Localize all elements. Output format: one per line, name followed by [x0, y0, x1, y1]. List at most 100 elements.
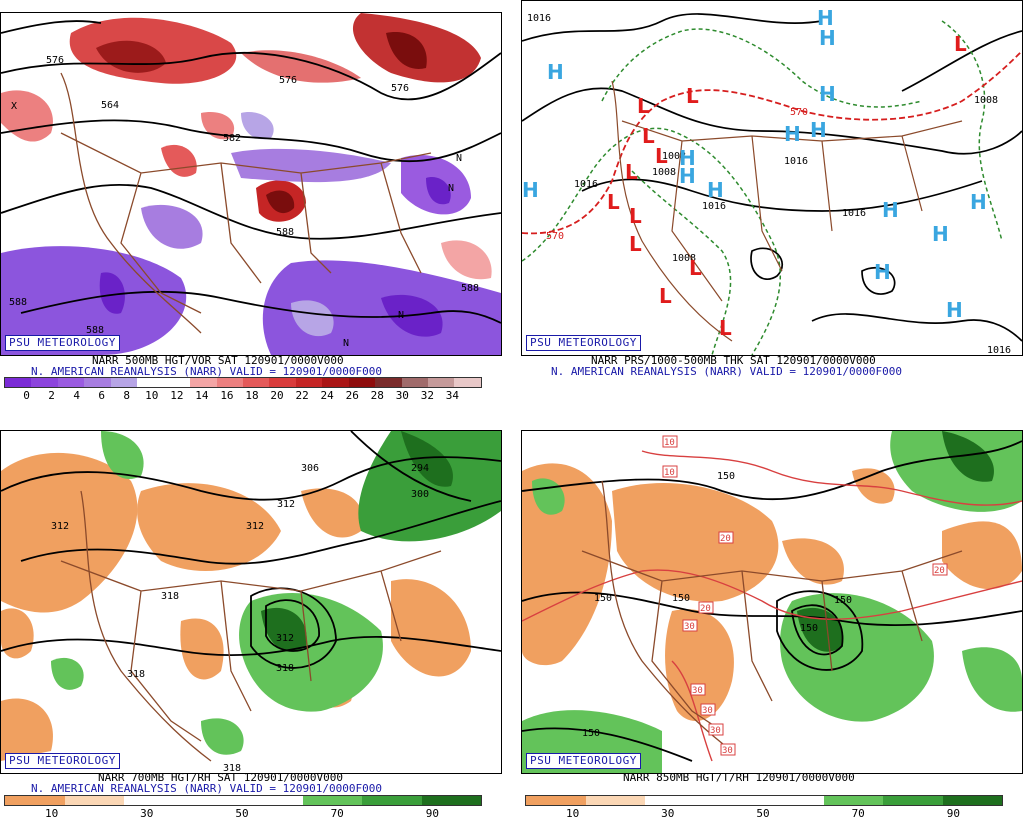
height-label: 150: [834, 595, 852, 606]
vorticity-center-letter: N: [343, 338, 349, 349]
thickness-label: 570: [546, 231, 564, 242]
colorbar-swatch: [883, 796, 943, 805]
colorbar-tick-label: 32: [420, 389, 434, 402]
high-pressure-marker: H: [547, 60, 564, 84]
contour-label: 576: [46, 55, 64, 66]
colorbar-tick-label: 50: [756, 807, 770, 820]
low-pressure-marker: L: [607, 190, 620, 214]
colorbar-tick-label: 10: [44, 807, 59, 820]
high-pressure-marker: H: [679, 146, 696, 170]
low-pressure-marker: L: [625, 160, 638, 184]
map-850mb-graphic: 150 150 150 150 150 150 1010202020303030…: [522, 431, 1022, 773]
colorbar-tick-label: 30: [395, 389, 409, 402]
panel-850mb-temp-rh: 150 150 150 150 150 150 10 10 20 20 20 30 30 30…: [521, 418, 1024, 820]
contour-label: 576: [279, 75, 297, 86]
panel-700mb-rh: 306 294 300 312 312 312 318 312 318 318 …: [0, 418, 502, 820]
colorbar-swatch: [348, 378, 376, 387]
colorbar-tick-label: 20: [270, 389, 284, 402]
colorbar-tick-label: 24: [320, 389, 334, 402]
colorbar-swatch: [645, 796, 705, 805]
low-pressure-marker: L: [689, 256, 702, 280]
map-700mb-graphic: 306 294 300 312 312 312 318 312 318 318 …: [1, 431, 501, 773]
contour-label: 588: [86, 325, 104, 336]
high-pressure-marker: H: [784, 122, 801, 146]
map-500mb: 576 564 576 582 588 588 588 588 576 N N …: [0, 12, 502, 356]
colorbar-tick-label: 30: [140, 807, 154, 820]
temp-label: 10: [664, 438, 675, 448]
height-label: 150: [717, 471, 735, 482]
height-label: 312: [51, 521, 69, 532]
map-sfc-pressure: 1016 1008 1016 1016 1016 1008 1016 1008 …: [521, 0, 1023, 356]
high-pressure-marker: H: [817, 6, 834, 30]
colorbar-tick-label: 22: [295, 389, 309, 402]
height-label: 312: [276, 633, 294, 644]
height-label: 150: [582, 728, 600, 739]
high-pressure-marker: H: [946, 298, 963, 322]
panel-title: NARR PRS/1000-500MB THK SAT 120901/0000V…: [591, 354, 876, 367]
colorbar-tick-label: 10: [145, 389, 159, 402]
height-label: 294: [411, 463, 429, 474]
low-pressure-marker: L: [629, 232, 642, 256]
colorbar-tick-label: 30: [661, 807, 675, 820]
contour-label: 582: [223, 133, 241, 144]
temp-label: 30: [710, 726, 721, 736]
colorbar-ticks: 10 30 50 70 90: [4, 807, 480, 820]
isobar-label: 1008: [672, 253, 696, 264]
colorbar-tick-label: 2: [48, 389, 55, 402]
colorbar-swatch: [322, 378, 349, 387]
low-pressure-marker: L: [629, 204, 642, 228]
height-label: 318: [223, 763, 241, 773]
panel-valid-time: N. AMERICAN REANALYSIS (NARR) VALID = 12…: [551, 365, 902, 378]
colorbar-swatch: [454, 378, 481, 387]
isobar-label: 1016: [784, 156, 808, 167]
colorbar-swatch: [84, 378, 111, 387]
colorbar-tick-label: 14: [195, 389, 209, 402]
contour-label: 588: [276, 227, 294, 238]
colorbar-swatch: [137, 378, 164, 387]
high-pressure-marker: H: [874, 260, 891, 284]
height-label: 150: [594, 593, 612, 604]
colorbar-swatch: [183, 796, 243, 805]
high-pressure-marker: H: [679, 164, 696, 188]
isobar-label: 1016: [574, 179, 598, 190]
vorticity-center-letter: N: [456, 153, 462, 164]
contour-label: 588: [461, 283, 479, 294]
colorbar-swatch: [428, 378, 455, 387]
isobar-label: 1008: [652, 167, 676, 178]
panel-valid-time: N. AMERICAN REANALYSIS (NARR) VALID = 12…: [31, 365, 382, 378]
colorbar-tick-label: 90: [946, 807, 961, 820]
height-label: 300: [411, 489, 429, 500]
colorbar-swatch: [5, 796, 65, 805]
temp-label-box: [682, 619, 698, 632]
panel-title: NARR 850MB HGT/T/RH 120901/0000V000: [623, 771, 855, 784]
height-label: 306: [301, 463, 319, 474]
low-pressure-marker: L: [637, 94, 650, 118]
temp-label: 20: [720, 534, 731, 544]
colorbar-swatch: [585, 796, 645, 805]
colorbar-tick-label: 90: [425, 807, 440, 820]
height-label: 318: [161, 591, 179, 602]
map-850mb: 150 150 150 150 150 150 10 10 20 20 20 30 30 30…: [521, 430, 1023, 774]
colorbar-swatch: [421, 796, 481, 805]
map-sfc-pressure-graphic: 1016 1008 1016 1016 1016 1008 1016 1008 …: [522, 6, 1022, 355]
temp-label-box: [720, 743, 736, 756]
temp-label-box: [718, 531, 734, 544]
height-label: 318: [127, 669, 145, 680]
colorbar-tick-label: 34: [445, 389, 460, 402]
colorbar-swatch: [764, 796, 824, 805]
colorbar-tick-label: 10: [565, 807, 580, 820]
colorbar-swatch: [269, 378, 296, 387]
isobar-label: 1016: [527, 13, 551, 24]
colorbar-ticks: 0 2 4 6 8 10 12 14 16 18 20 22 24 26 28 30 32 34: [4, 389, 480, 402]
high-pressure-marker: H: [932, 222, 949, 246]
high-pressure-marker: H: [970, 190, 987, 214]
colorbar-swatch: [302, 796, 362, 805]
temp-label-box: [698, 601, 714, 614]
vorticity-center-letter: N: [398, 310, 404, 321]
isobar-label: 1008: [974, 95, 998, 106]
colorbar-swatch: [190, 378, 217, 387]
colorbar-tick-label: 6: [98, 389, 105, 402]
isobar-label: 1008: [662, 151, 686, 162]
colorbar-tick-label: 0: [23, 389, 30, 402]
panel-500mb-vorticity: 576 564 576 582 588 588 588 588 576 N N …: [0, 0, 502, 402]
